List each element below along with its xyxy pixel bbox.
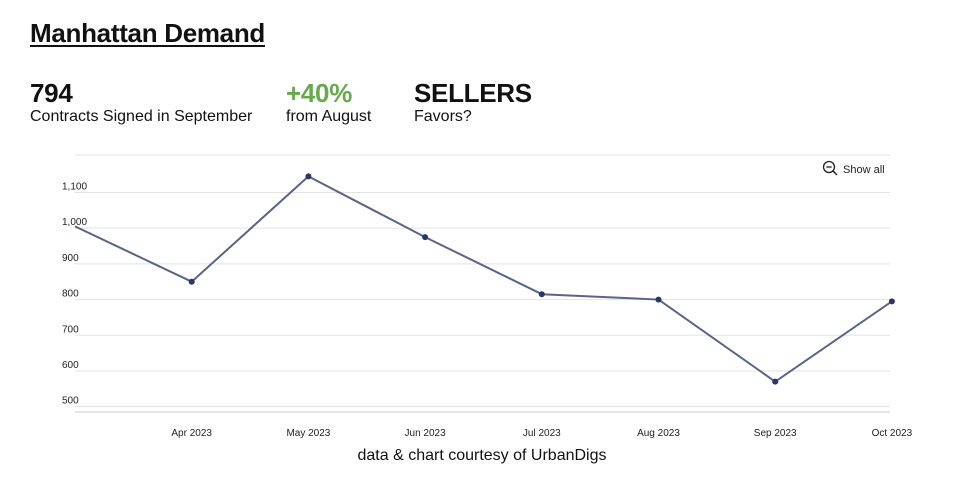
stat-contracts-label: Contracts Signed in September (30, 108, 253, 125)
y-tick-label: 900 (62, 253, 79, 264)
x-tick-label: Jun 2023 (405, 428, 447, 439)
data-point (538, 291, 545, 298)
stat-market-value: SELLERS (414, 78, 532, 108)
page-title: Manhattan Demand (30, 18, 266, 48)
chart-credit: data & chart courtesy of UrbanDigs (357, 447, 607, 464)
y-tick-label: 700 (62, 324, 79, 335)
data-point (655, 296, 662, 303)
x-tick-label: Sep 2023 (754, 428, 797, 439)
stat-change: +40% from August (286, 78, 371, 126)
data-point (188, 278, 195, 285)
show-all-label: Show all (843, 163, 885, 176)
stat-market: SELLERS Favors? (414, 78, 532, 126)
data-point (888, 298, 895, 305)
y-tick-label: 1,000 (62, 217, 87, 228)
show-all-button[interactable]: Show all (822, 160, 885, 179)
series-line (74, 175, 893, 383)
y-tick-label: 600 (62, 360, 79, 371)
x-tick-label: Aug 2023 (637, 428, 680, 439)
y-tick-label: 1,100 (62, 181, 87, 192)
x-tick-label: Apr 2023 (171, 428, 212, 439)
stat-change-value: +40% (286, 78, 353, 108)
stat-change-label: from August (286, 108, 372, 125)
stat-contracts: 794 Contracts Signed in September (30, 78, 252, 126)
y-tick-label: 800 (62, 289, 79, 300)
x-tick-label: Jul 2023 (523, 428, 561, 439)
y-tick-label: 500 (62, 396, 79, 407)
stat-contracts-value: 794 (30, 78, 73, 108)
stat-market-label: Favors? (414, 108, 472, 125)
zoom-out-icon (822, 160, 838, 179)
data-point (772, 378, 779, 385)
x-tick-label: May 2023 (286, 428, 330, 439)
data-point (422, 234, 429, 241)
data-point (305, 173, 312, 180)
x-tick-label: Oct 2023 (872, 428, 913, 439)
